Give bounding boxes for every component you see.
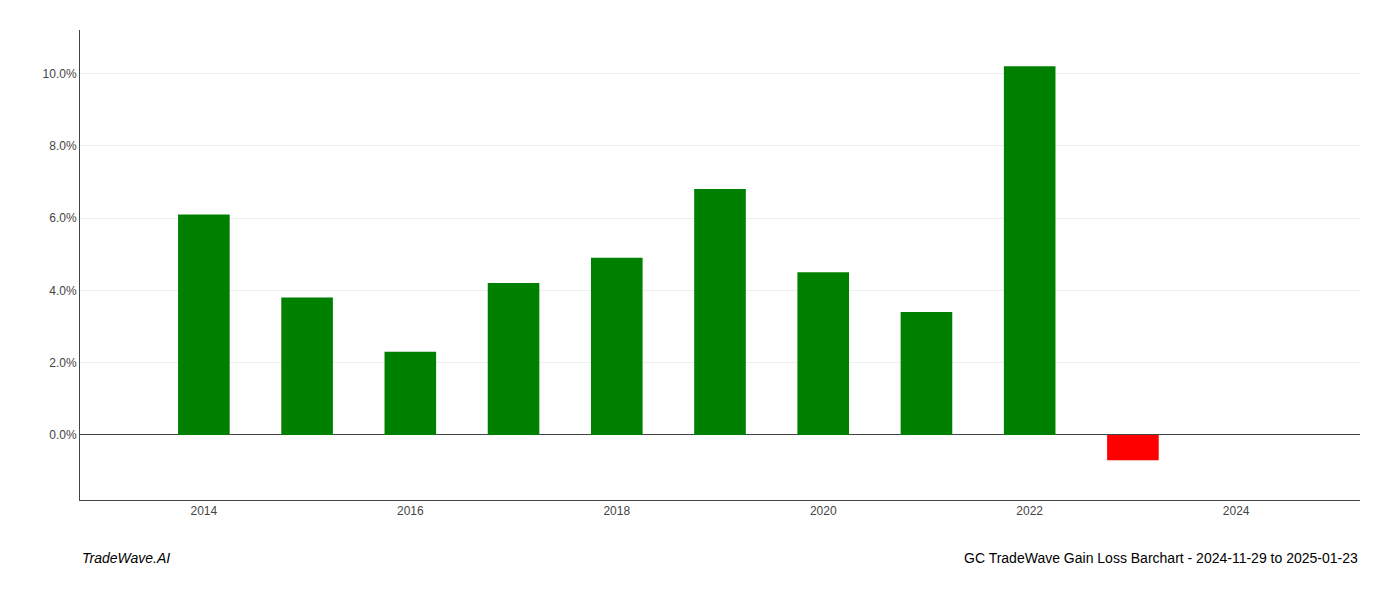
- svg-text:2018: 2018: [603, 504, 630, 518]
- svg-text:TradeWave.AI: TradeWave.AI: [82, 550, 170, 566]
- svg-text:4.0%: 4.0%: [49, 284, 77, 298]
- svg-text:2022: 2022: [1016, 504, 1043, 518]
- svg-text:GC TradeWave Gain Loss Barchar: GC TradeWave Gain Loss Barchart - 2024-1…: [964, 550, 1358, 566]
- svg-text:2020: 2020: [810, 504, 837, 518]
- svg-text:2.0%: 2.0%: [49, 356, 77, 370]
- svg-text:2024: 2024: [1223, 504, 1250, 518]
- svg-text:0.0%: 0.0%: [49, 428, 77, 442]
- svg-text:10.0%: 10.0%: [43, 67, 77, 81]
- svg-text:8.0%: 8.0%: [49, 139, 77, 153]
- svg-text:2014: 2014: [191, 504, 218, 518]
- svg-text:2016: 2016: [397, 504, 424, 518]
- svg-text:6.0%: 6.0%: [49, 211, 77, 225]
